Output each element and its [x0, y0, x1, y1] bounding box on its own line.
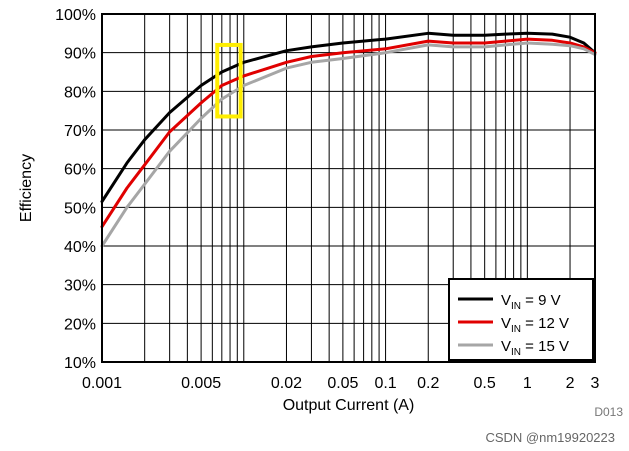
- x-tick-label: 1: [523, 375, 532, 392]
- y-tick-label: 60%: [64, 162, 96, 179]
- x-tick-label: 0.05: [327, 375, 358, 392]
- x-tick-label: 0.02: [271, 375, 302, 392]
- x-tick-label: 2: [566, 375, 575, 392]
- x-tick-labels: 0.001 0.005 0.02 0.05 0.1 0.2 0.5 1 2 3: [82, 375, 600, 392]
- x-tick-label: 0.2: [417, 375, 439, 392]
- figure-id: D013: [594, 405, 623, 419]
- legend-box: [448, 278, 594, 361]
- x-tick-label: 0.005: [181, 375, 221, 392]
- y-tick-label: 70%: [64, 123, 96, 140]
- legend-label: VIN = 12 V: [501, 315, 569, 335]
- plot-frame: [101, 13, 596, 363]
- y-tick-label: 100%: [55, 7, 96, 24]
- x-tick-label: 0.001: [82, 375, 122, 392]
- watermark: CSDN @nm19920223: [485, 430, 615, 445]
- y-tick-label: 30%: [64, 278, 96, 295]
- y-tick-label: 10%: [64, 355, 96, 372]
- y-tick-label: 40%: [64, 239, 96, 256]
- y-tick-label: 20%: [64, 316, 96, 333]
- legend-label: VIN = 9 V: [501, 292, 561, 312]
- y-tick-label: 90%: [64, 46, 96, 63]
- series-line-3: [100, 41, 597, 248]
- series-lines: [100, 31, 597, 248]
- y-tick-labels: 10% 20% 30% 40% 50% 60% 70% 80% 90% 100%: [55, 7, 96, 372]
- annotations: [215, 42, 243, 119]
- x-tick-label: 3: [591, 375, 600, 392]
- y-axis-label: Efficiency: [18, 154, 35, 222]
- legend: VIN = 9 V VIN = 12 V VIN = 15 V: [448, 278, 594, 361]
- x-axis-label: Output Current (A): [283, 397, 415, 414]
- x-tick-label: 0.1: [374, 375, 396, 392]
- legend-label: VIN = 15 V: [501, 338, 569, 358]
- series-line-2: [100, 37, 597, 229]
- y-tick-label: 80%: [64, 84, 96, 101]
- highlight-box: [215, 42, 243, 119]
- series-line-1: [100, 31, 597, 203]
- x-tick-label: 0.5: [474, 375, 496, 392]
- y-tick-label: 50%: [64, 200, 96, 217]
